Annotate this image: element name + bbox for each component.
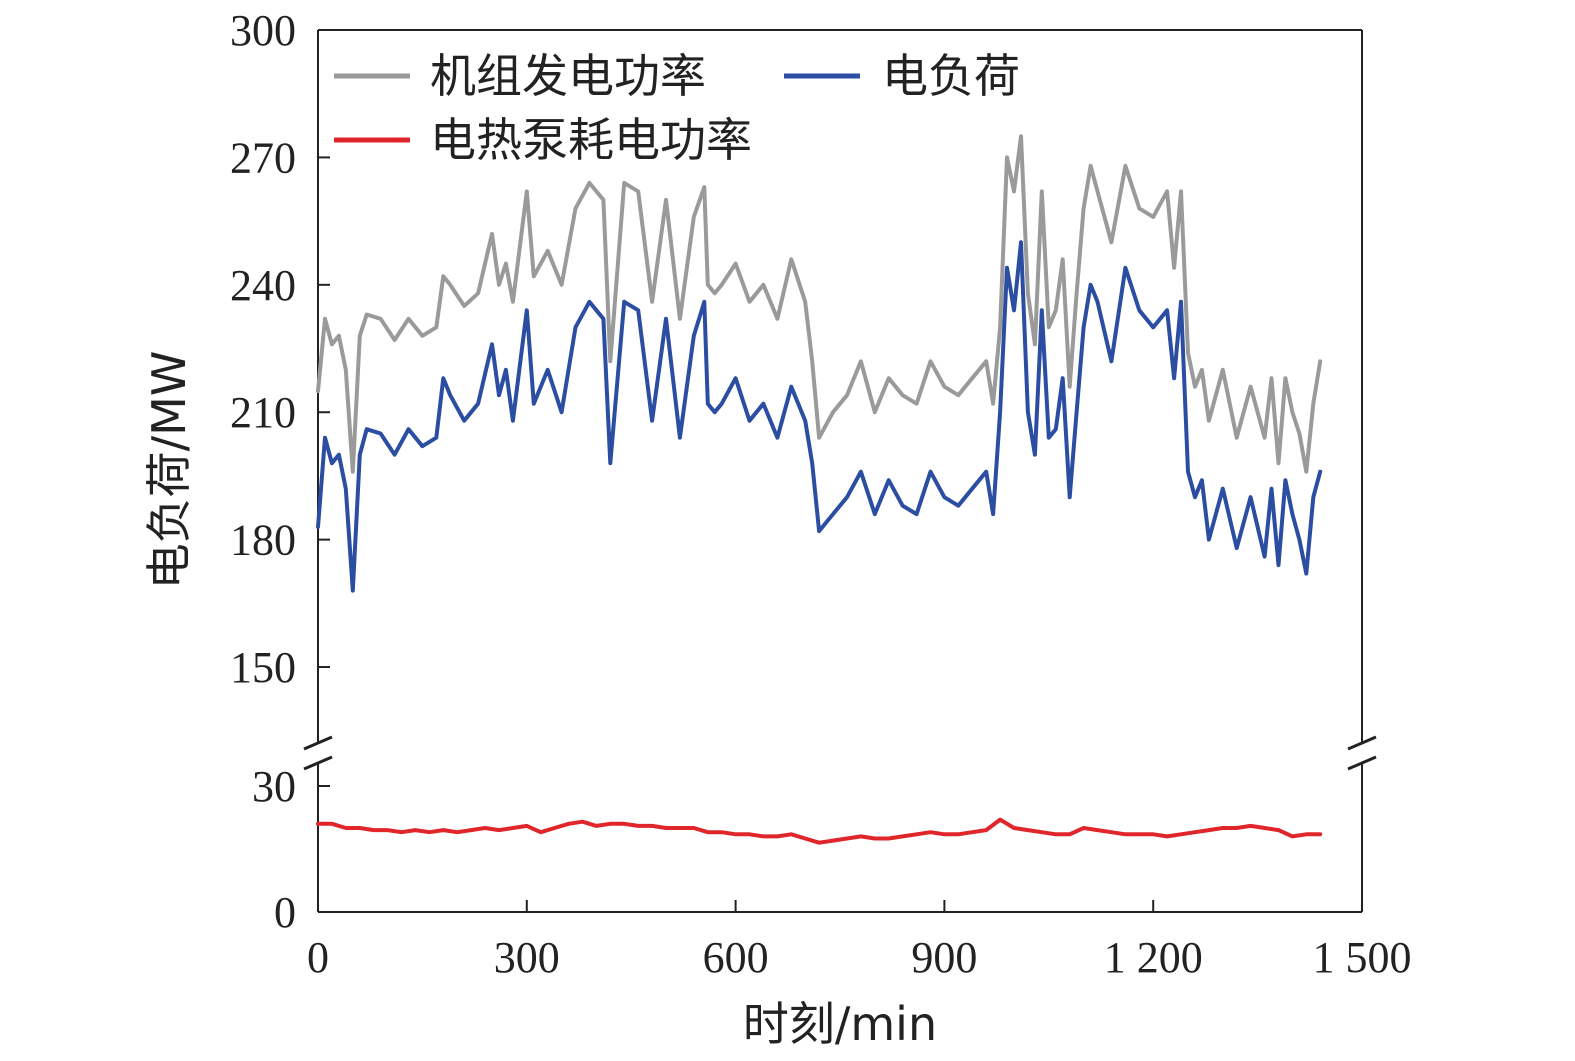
left-break-mark-1 [303, 735, 333, 751]
y-tick-label: 0 [274, 888, 296, 937]
x-tick-label: 600 [703, 933, 769, 982]
y-tick-label: 300 [230, 6, 296, 55]
y-tick-label: 30 [252, 762, 296, 811]
x-tick-label: 1 200 [1104, 933, 1203, 982]
series-line-load [316, 240, 1323, 593]
legend-label-load: 电负荷 [882, 49, 1020, 103]
y-tick-label: 240 [230, 261, 296, 310]
legend-label-generation: 机组发电功率 [430, 49, 706, 103]
y-tick-label: 210 [230, 388, 296, 437]
y-tick-label: 180 [230, 516, 296, 565]
x-tick-label: 0 [307, 933, 329, 982]
series-line-generation [316, 134, 1323, 474]
x-tick-label: 300 [494, 933, 560, 982]
x-tick-label: 1 500 [1313, 933, 1412, 982]
x-axis-title: 时刻/min [743, 997, 937, 1051]
y-tick-label: 150 [230, 643, 296, 692]
y-axis-title: 电负荷/MW [142, 351, 196, 590]
left-break-mark-2 [303, 755, 333, 771]
ticks-layer: 0 300 600 900 1 200 1 500 150 180 210 240 270 300 0 3… [230, 6, 1412, 982]
right-break-mark-1 [1347, 735, 1377, 751]
y-tick-label: 270 [230, 133, 296, 182]
legend-label-heat_pump: 电热泵耗电功率 [430, 113, 752, 167]
series-line-heat_pump [316, 817, 1323, 845]
right-break-mark-2 [1347, 755, 1377, 771]
x-tick-label: 900 [911, 933, 977, 982]
series-layer [316, 134, 1323, 845]
